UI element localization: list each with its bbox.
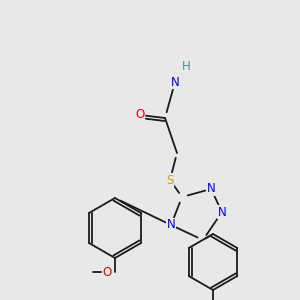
Text: N: N — [207, 182, 215, 196]
Text: H: H — [182, 61, 190, 74]
Text: O: O — [135, 109, 145, 122]
Text: S: S — [166, 173, 174, 187]
Text: O: O — [102, 266, 112, 278]
Text: N: N — [218, 206, 226, 218]
Text: N: N — [171, 76, 179, 88]
Text: N: N — [167, 218, 176, 232]
